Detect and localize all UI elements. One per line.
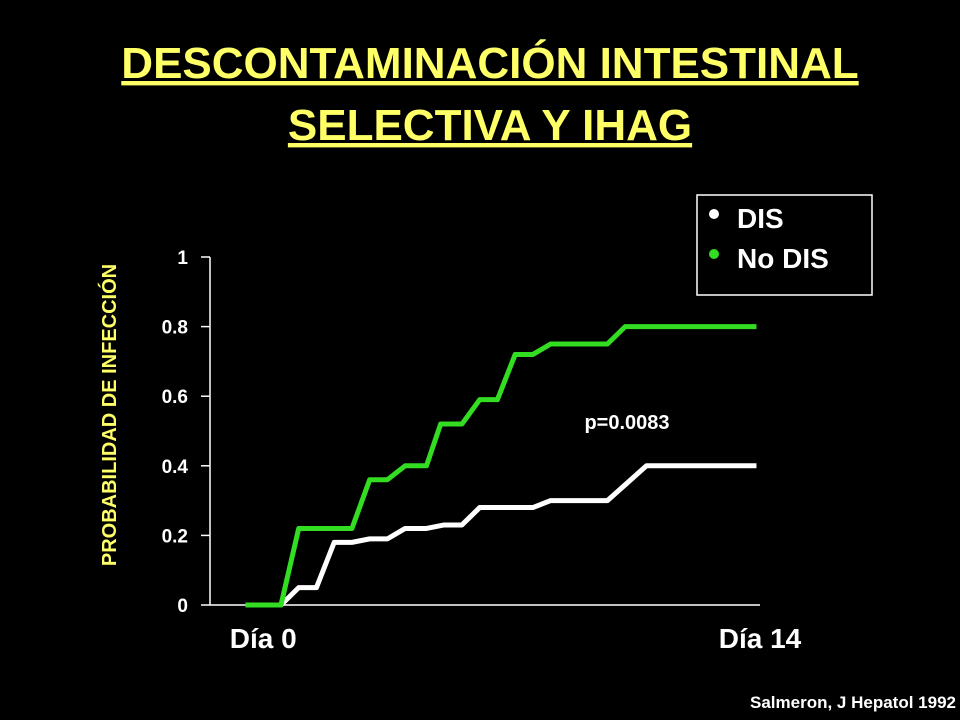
legend-box bbox=[696, 194, 873, 296]
legend-marker bbox=[709, 209, 719, 219]
y-tick-label: 0 bbox=[177, 596, 188, 617]
y-tick-label: 0.8 bbox=[162, 318, 188, 339]
series-line bbox=[245, 324, 757, 608]
x-tick-label: Día 0 bbox=[230, 623, 297, 654]
title-line: SELECTIVA Y IHAG bbox=[288, 101, 692, 150]
title-line: DESCONTAMINACIÓN INTESTINAL bbox=[121, 38, 858, 88]
y-tick-label: 0.4 bbox=[162, 457, 189, 478]
legend-label: DIS bbox=[737, 203, 784, 234]
y-tick-label: 1 bbox=[177, 248, 188, 269]
annotation: p=0.0083 bbox=[584, 412, 669, 434]
y-axis-label: PROBABILIDAD DE INFECCIÓN bbox=[97, 264, 121, 566]
series-line bbox=[245, 463, 757, 608]
source: Salmeron, J Hepatol 1992 bbox=[750, 693, 956, 712]
y-tick-label: 0.6 bbox=[162, 387, 188, 408]
x-tick-label: Día 14 bbox=[719, 623, 802, 654]
legend-marker bbox=[709, 249, 719, 259]
legend-label: No DIS bbox=[737, 243, 829, 274]
y-tick-label: 0.2 bbox=[162, 526, 188, 547]
